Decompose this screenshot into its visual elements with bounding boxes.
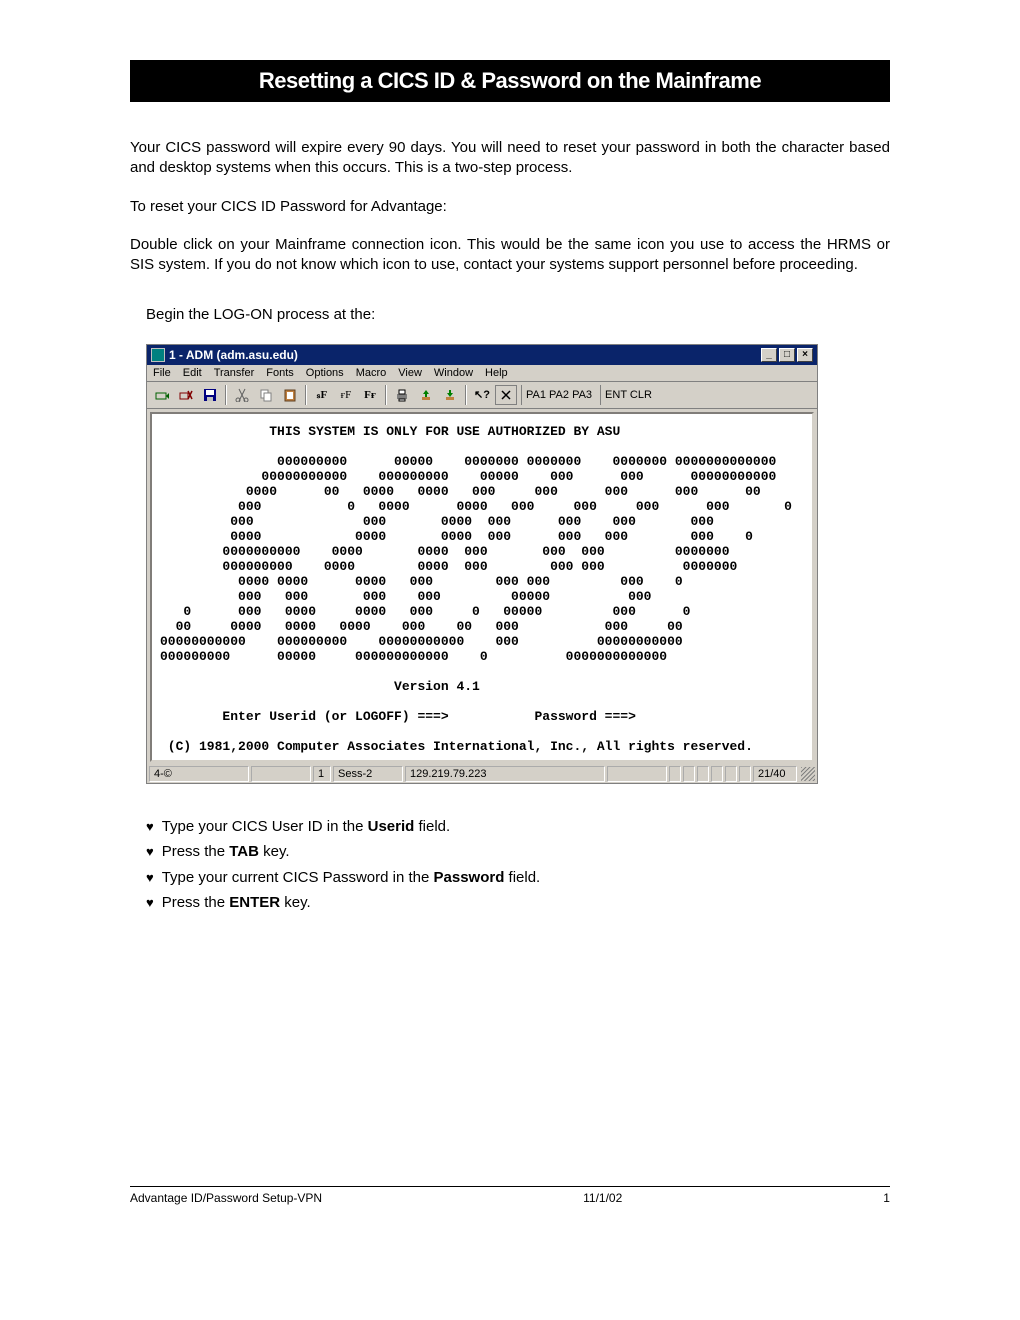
menu-edit[interactable]: Edit: [183, 367, 202, 379]
page-footer: Advantage ID/Password Setup-VPN 11/1/02 …: [130, 1186, 890, 1205]
window-title: 1 - ADM (adm.asu.edu): [169, 348, 298, 362]
footer-left: Advantage ID/Password Setup-VPN: [130, 1191, 322, 1205]
status-rowcol: 21/40: [753, 766, 797, 782]
list-item: ♥ Press the TAB key.: [146, 839, 890, 865]
save-icon[interactable]: [199, 385, 221, 405]
paragraph-1: Your CICS password will expire every 90 …: [130, 138, 890, 179]
minimize-button[interactable]: _: [761, 348, 777, 362]
menu-help[interactable]: Help: [485, 367, 508, 379]
list-item: ♥ Type your current CICS Password in the…: [146, 865, 890, 891]
heart-icon: ♥: [146, 841, 154, 863]
menu-macro[interactable]: Macro: [356, 367, 387, 379]
toolbar: ₛF ғF Fғ ↖? PA1 PA2 PA3 ENT CLR: [147, 382, 817, 409]
instruction-list: ♥ Type your CICS User ID in the Userid f…: [146, 814, 890, 916]
upload-icon[interactable]: [415, 385, 437, 405]
resize-grip-icon[interactable]: [801, 767, 815, 781]
paste-icon[interactable]: [279, 385, 301, 405]
paragraph-2: To reset your CICS ID Password for Advan…: [130, 197, 890, 217]
menu-view[interactable]: View: [398, 367, 422, 379]
download-icon[interactable]: [439, 385, 461, 405]
paragraph-3: Double click on your Mainframe connectio…: [130, 235, 890, 276]
status-left: 4-©: [149, 766, 249, 782]
copy-icon[interactable]: [255, 385, 277, 405]
status-sessnum: 1: [313, 766, 331, 782]
footer-center: 11/1/02: [583, 1191, 622, 1205]
footer-right: 1: [883, 1191, 890, 1205]
statusbar: 4-© 1 Sess-2 129.219.79.223 21/40: [147, 765, 817, 783]
app-icon: [151, 348, 165, 362]
help-pointer-icon[interactable]: ↖?: [471, 385, 493, 405]
terminal-screen: THIS SYSTEM IS ONLY FOR USE AUTHORIZED B…: [150, 412, 814, 762]
window-titlebar: 1 - ADM (adm.asu.edu) _ □ ×: [147, 345, 817, 365]
disconnect-icon[interactable]: [175, 385, 197, 405]
menu-file[interactable]: File: [153, 367, 171, 379]
page-title: Resetting a CICS ID & Password on the Ma…: [130, 60, 890, 102]
close-button[interactable]: ×: [797, 348, 813, 362]
heart-icon: ♥: [146, 816, 154, 838]
menu-transfer[interactable]: Transfer: [214, 367, 255, 379]
menubar: File Edit Transfer Fonts Options Macro V…: [147, 365, 817, 382]
maximize-button[interactable]: □: [779, 348, 795, 362]
status-sess: Sess-2: [333, 766, 403, 782]
list-item: ♥ Type your CICS User ID in the Userid f…: [146, 814, 890, 840]
status-ip: 129.219.79.223: [405, 766, 605, 782]
menu-fonts[interactable]: Fonts: [266, 367, 294, 379]
terminal-window: 1 - ADM (adm.asu.edu) _ □ × File Edit Tr…: [146, 344, 818, 784]
cancel-icon[interactable]: [495, 385, 517, 405]
heart-icon: ♥: [146, 892, 154, 914]
cut-icon[interactable]: [231, 385, 253, 405]
font-large-icon[interactable]: Fғ: [359, 385, 381, 405]
heart-icon: ♥: [146, 867, 154, 889]
font-config-icon[interactable]: ₛF: [311, 385, 333, 405]
paragraph-4: Begin the LOG-ON process at the:: [146, 305, 890, 325]
ent-clr-label[interactable]: ENT CLR: [600, 385, 656, 405]
menu-window[interactable]: Window: [434, 367, 473, 379]
font-small-icon[interactable]: ғF: [335, 385, 357, 405]
connect-icon[interactable]: [151, 385, 173, 405]
print-icon[interactable]: [391, 385, 413, 405]
pa-keys-label[interactable]: PA1 PA2 PA3: [521, 385, 596, 405]
menu-options[interactable]: Options: [306, 367, 344, 379]
list-item: ♥ Press the ENTER key.: [146, 890, 890, 916]
